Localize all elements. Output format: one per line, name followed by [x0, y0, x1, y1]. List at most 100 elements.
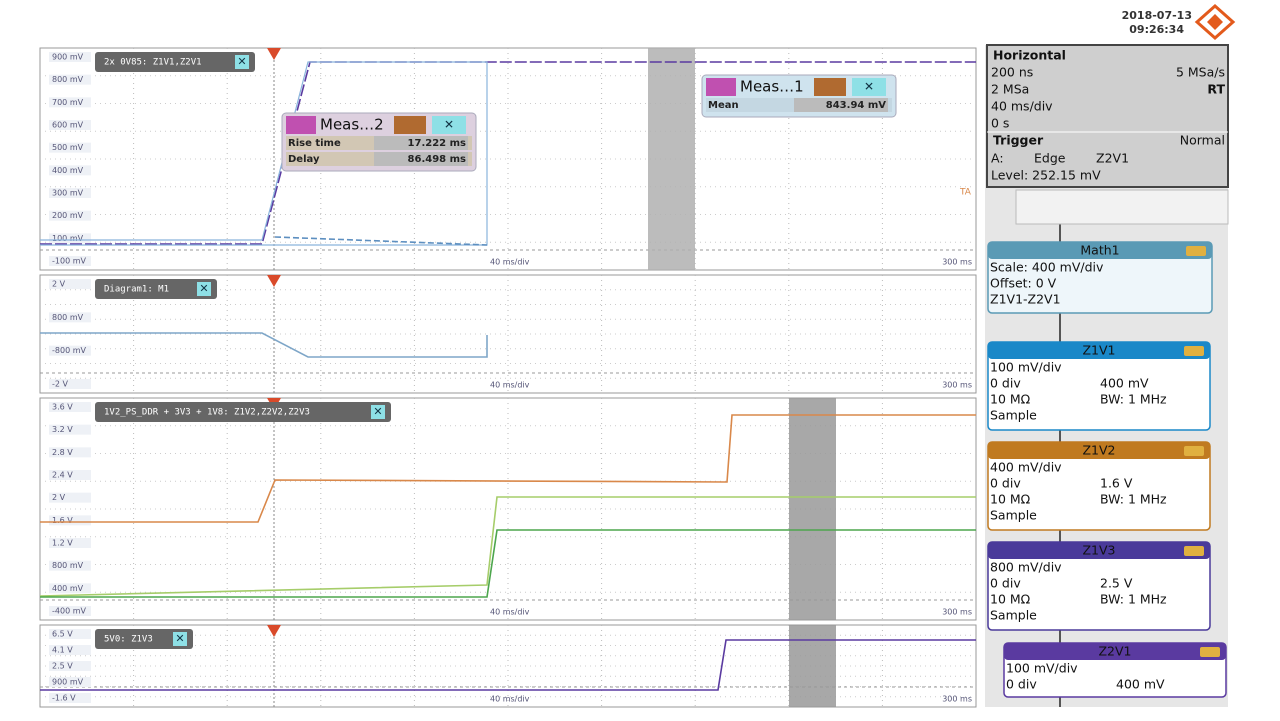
- channel-setting: 0 div: [990, 376, 1021, 391]
- channel-name: Z2V1: [1098, 644, 1131, 659]
- close-icon: ✕: [864, 80, 874, 94]
- channel-name: Math1: [1080, 243, 1119, 258]
- trigger-marker: [267, 48, 281, 60]
- horizontal-value: 5 MSa/s: [1176, 65, 1225, 80]
- close-button[interactable]: [197, 282, 211, 296]
- close-button[interactable]: [173, 632, 187, 646]
- channel-header: [988, 242, 1212, 259]
- meas-label: Delay: [288, 154, 320, 165]
- y-label: 3.6 V: [52, 403, 73, 412]
- channel-name: Z1V1: [1082, 343, 1115, 358]
- meas-icon: [706, 78, 736, 96]
- y-label: -2 V: [52, 380, 69, 389]
- y-label: 6.5 V: [52, 630, 73, 639]
- y-label: 2.5 V: [52, 662, 73, 671]
- channel-setting: 2.5 V: [1100, 576, 1133, 591]
- y-label-box: [49, 142, 91, 153]
- channel-header: [988, 342, 1210, 359]
- trigger-source: Z2V1: [1096, 151, 1129, 166]
- y-label: 400 mV: [52, 584, 84, 593]
- y-label: 3.2 V: [52, 425, 73, 434]
- y-label-box: [49, 188, 91, 198]
- horizontal-value: RT: [1207, 82, 1225, 97]
- close-button[interactable]: [235, 55, 249, 69]
- close-button: [852, 78, 886, 96]
- channel-setting: BW: 1 MHz: [1100, 592, 1167, 607]
- y-label: 300 mV: [52, 189, 84, 198]
- channel-setting: 0 div: [990, 476, 1021, 491]
- x-scale: 40 ms/div: [490, 258, 530, 267]
- channel-setting: Sample: [990, 508, 1037, 523]
- y-label-box: [49, 74, 91, 85]
- y-label: -400 mV: [52, 607, 86, 616]
- y-label-box: [49, 560, 91, 571]
- channel-setting: 400 mV: [1116, 677, 1165, 692]
- y-label: 2 V: [52, 493, 66, 502]
- diagram-tag: [95, 52, 255, 72]
- marker: TA: [959, 188, 972, 198]
- trigger-kind: Edge: [1034, 151, 1066, 166]
- y-label-box: [49, 645, 91, 655]
- trigger-mode: Normal: [1180, 133, 1225, 148]
- y-label: 400 mV: [52, 166, 84, 175]
- channel-setting: 400 mV: [1100, 376, 1149, 391]
- close-icon: ✕: [199, 282, 208, 295]
- meas-value-bg: [374, 152, 468, 166]
- trigger-source-label: A:: [991, 151, 1004, 166]
- channel-header: [988, 442, 1210, 459]
- y-label-box: [49, 279, 91, 289]
- y-label-box: [49, 447, 91, 458]
- y-label: 200 mV: [52, 211, 84, 220]
- cursor-band: [648, 48, 695, 270]
- y-label-box: [49, 424, 91, 435]
- cursor-band: [789, 398, 836, 620]
- minimize-button: [814, 78, 846, 96]
- y-label: 1.6 V: [52, 516, 73, 525]
- y-label-box: [49, 165, 91, 176]
- channel-setting: BW: 1 MHz: [1100, 492, 1167, 507]
- y-label-box: [49, 233, 91, 244]
- y-label-box: [49, 256, 91, 266]
- y-label-box: [49, 583, 91, 594]
- channel-setting: Sample: [990, 608, 1037, 623]
- trigger-marker: [267, 625, 281, 637]
- close-button[interactable]: [371, 405, 385, 419]
- x-end: 300 ms: [942, 608, 972, 617]
- horizontal-value: 0 s: [991, 116, 1009, 131]
- channel-name: Z1V2: [1082, 443, 1115, 458]
- trigger-title: Trigger: [993, 133, 1044, 148]
- channel-toggle: [1184, 446, 1204, 456]
- meas-icon: [286, 116, 316, 134]
- y-label-box: [49, 606, 91, 616]
- x-end: 300 ms: [942, 258, 972, 267]
- y-label-box: [49, 97, 91, 108]
- channel-setting: 1.6 V: [1100, 476, 1133, 491]
- channel-setting: 10 MΩ: [990, 392, 1031, 407]
- horizontal-value: 2 MSa: [991, 82, 1029, 97]
- y-label-box: [49, 629, 91, 639]
- channel-setting: BW: 1 MHz: [1100, 392, 1167, 407]
- channel-header: [988, 542, 1210, 559]
- y-label: -1.6 V: [52, 694, 76, 703]
- side-tab: [1015, 189, 1229, 225]
- y-label-box: [49, 492, 91, 503]
- y-label-box: [49, 538, 91, 548]
- channel-setting: 0 div: [990, 576, 1021, 591]
- meas-label: Rise time: [288, 138, 341, 149]
- logo: [1194, 3, 1236, 41]
- channel-name: Z1V3: [1082, 543, 1115, 558]
- y-label: -100 mV: [52, 257, 86, 266]
- y-label-box: [49, 120, 91, 130]
- diagram-title: 2x 0V85: Z1V1,Z2V1: [104, 58, 202, 68]
- y-label: 600 mV: [52, 121, 84, 130]
- meas-label: Mean: [708, 100, 739, 111]
- y-label-box: [49, 470, 91, 480]
- y-label: 900 mV: [52, 53, 84, 62]
- y-label-box: [49, 661, 91, 671]
- y-label-box: [49, 52, 91, 62]
- meas-value-bg: [374, 136, 468, 150]
- x-scale: 40 ms/div: [490, 608, 530, 617]
- channel-setting: Z1V1-Z2V1: [990, 292, 1061, 307]
- channel-setting: Scale: 400 mV/div: [990, 260, 1104, 275]
